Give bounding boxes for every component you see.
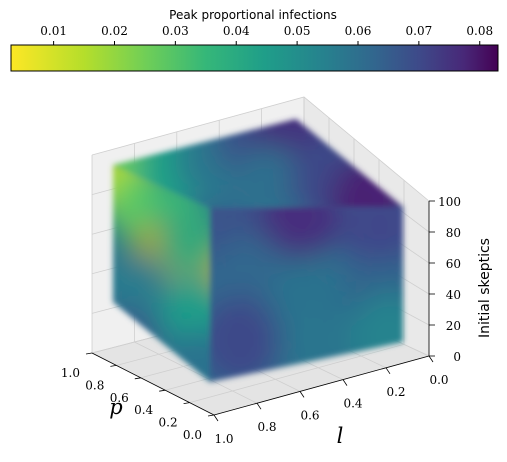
colorbar: Peak proportional infections 0.01 0.02 0.0… — [10, 8, 499, 72]
colorbar-gradient — [10, 44, 499, 72]
volume-color-region — [158, 204, 210, 276]
colorbar-ticks: 0.01 0.02 0.03 0.04 0.05 0.06 0.07 0.08 — [40, 24, 493, 45]
z-axis-label: Initial skeptics — [477, 238, 493, 338]
p-tick-label: 0.8 — [85, 378, 104, 392]
z-tick-label: 20 — [446, 319, 461, 333]
p-axis-label: p — [109, 395, 122, 419]
volume-color-region — [340, 207, 403, 269]
colorbar-tick-label: 0.06 — [345, 24, 372, 38]
volume-color-region — [260, 207, 340, 259]
volume-color-region — [163, 274, 210, 346]
volume-color-region — [168, 329, 210, 382]
colorbar-title: Peak proportional infections — [169, 8, 337, 22]
colorbar-tick-label: 0.02 — [101, 24, 128, 38]
p-tick-label: 0.2 — [159, 416, 178, 430]
l-tick-label: 0.2 — [386, 385, 405, 399]
l-tick-label: 0.4 — [343, 397, 362, 411]
volume-color-region — [113, 254, 172, 326]
colorbar-tick-label: 0.04 — [223, 24, 250, 38]
z-tick-label: 60 — [446, 257, 461, 271]
colorbar-tick-label: 0.05 — [284, 24, 311, 38]
p-tick-label: 1.0 — [61, 366, 80, 380]
l-tick-label: 1.0 — [214, 432, 233, 446]
z-tick-label: 80 — [446, 226, 461, 240]
colorbar-tick-label: 0.01 — [40, 24, 67, 38]
p-tick-label: 0.4 — [134, 403, 153, 417]
z-tick-label: 40 — [446, 288, 461, 302]
l-tick-label: 0.0 — [429, 373, 448, 387]
volume-color-region — [210, 296, 280, 382]
axis-lines — [85, 200, 435, 422]
p-tick-label: 0.6 — [110, 391, 129, 405]
z-tick-label: 100 — [438, 195, 461, 209]
l-tick-label: 0.8 — [257, 420, 276, 434]
z-tick-label: 0 — [453, 350, 461, 364]
colorbar-tick-label: 0.07 — [406, 24, 433, 38]
l-tick-label: 0.6 — [300, 408, 319, 422]
colorbar-tick-label: 0.08 — [466, 24, 493, 38]
volume-color-region — [230, 146, 310, 208]
p-tick-label: 0.0 — [183, 428, 202, 442]
l-axis-label: l — [337, 424, 344, 448]
tick-labels: 0.0 0.2 0.4 0.6 0.8 1.0 1.0 0.8 0.6 0.4 0.2 0.0 0 20 4… — [61, 195, 461, 446]
colorbar-tick-label: 0.03 — [162, 24, 189, 38]
